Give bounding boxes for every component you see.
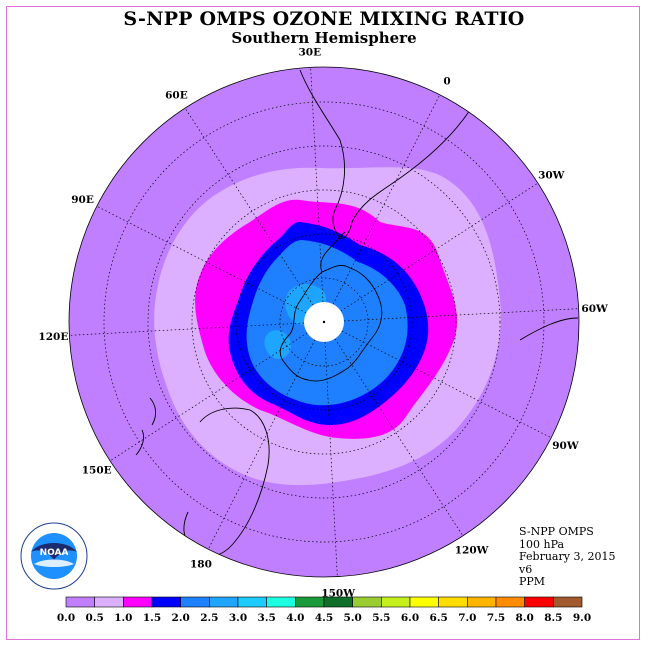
meridian-line [323,94,441,323]
colorbar-tick-label: 5.5 [372,612,390,624]
info-units: PPM [519,575,546,589]
meridian-line [323,321,464,537]
lat-circle [147,145,501,499]
colorbar-swatch [266,596,296,608]
info-date: February 3, 2015 [519,550,616,564]
colorbar-swatch [495,596,525,608]
antarctica-coast [279,265,383,382]
colorbar-swatch [553,596,583,608]
longitude-label: 60W [581,303,608,315]
colorbar-swatch [123,596,153,608]
colorbar-swatch [409,596,439,608]
africa-coast [519,317,579,341]
colorbar-swatch [209,596,239,608]
colorbar-swatch [524,596,554,608]
colorbar-swatch [352,596,382,608]
noaa-logo: NOAA [20,522,88,590]
colorbar-tick-label: 3.5 [258,612,276,624]
longitude-label: 150E [82,465,112,477]
colorbar-swatch [438,596,468,608]
longitude-label: 150W [321,588,355,600]
longitude-label: 180 [190,558,212,570]
meridian-line [323,308,579,323]
colorbar-swatch [94,596,124,608]
map-subtitle: Southern Hemisphere [231,29,417,47]
longitude-labels: 90W 60W 30W 0 30E 60E 90E 120E 150E 180 150W 120W [38,46,608,599]
longitude-label: 30E [299,46,322,58]
meridian-grid [69,67,579,577]
longitude-label: 60E [165,90,188,102]
colorbar-tick-label: 4.0 [286,612,304,624]
colorbar-tick-label: 1.0 [114,612,132,624]
info-block: S-NPP OMPS 100 hPa February 3, 2015 v6 P… [519,525,616,589]
meridian-line [323,182,539,323]
meridian-line [69,321,325,336]
latitude-grid [103,101,545,543]
colorbar-tick-label: 1.5 [143,612,161,624]
meridian-line [184,107,325,323]
info-instrument: S-NPP OMPS [519,525,594,538]
colorbar-swatch [323,596,353,608]
colorbar-tick-label: 8.0 [516,612,534,624]
colorbar-swatch [151,596,181,608]
colorbar-tick-label: 9.0 [573,612,591,624]
colorbar-swatch [467,596,497,608]
new-zealand-coast [135,397,157,456]
longitude-label: 30W [538,169,565,181]
colorbar-tick-label: 6.0 [401,612,419,624]
contour-2-5-b [264,330,291,359]
logo-wave [34,559,74,567]
colorbar-swatch [295,596,325,608]
meridian-line [323,321,552,439]
colorbar-tick-label: 7.0 [458,612,476,624]
colorbar-tick-label: 3.0 [229,612,247,624]
colorbar-swatch [381,596,411,608]
colorbar-tick-label: 2.0 [172,612,190,624]
meridian-line [323,321,338,577]
lat-circle [103,101,545,543]
map-title: S-NPP OMPS OZONE MIXING RATIO [123,8,525,30]
longitude-label: 120E [38,331,68,343]
colorbar-tick-label: 4.5 [315,612,333,624]
info-level: 100 hPa [519,537,565,551]
colorbar-swatch [237,596,267,608]
colorbar-tick-label: 0.5 [86,612,104,624]
colorbar: 0.0 0.5 1.0 1.5 2.0 2.5 3.0 3.5 4.0 4.5 5.0 5.5 6.0 6… [57,596,591,624]
meridian-line [207,321,325,550]
colorbar-tick-label: 6.5 [430,612,448,624]
meridian-line [109,321,325,462]
meridian-line [310,67,325,323]
longitude-label: 120W [455,544,489,556]
south-pole-marker [322,320,326,324]
colorbar-tick-label: 7.5 [487,612,505,624]
lat-circle [191,189,457,455]
logo-text: NOAA [40,548,69,558]
colorbar-tick-label: 2.5 [200,612,218,624]
colorbar-tick-label: 8.5 [544,612,562,624]
coastlines [135,69,579,557]
info-version: v6 [519,562,533,576]
meridian-line [96,205,325,323]
south-america-coast [299,69,471,239]
colorbar-swatch [65,596,95,608]
longitude-label: 90E [71,194,94,206]
logo-bird-shape [31,543,77,560]
antarctic-peninsula-coast [320,231,346,273]
colorbar-tick-label: 0.0 [57,612,75,624]
lat-circle [279,277,369,367]
lat-circle [235,233,413,411]
longitude-label: 90W [552,440,579,452]
longitude-label: 0 [443,76,450,88]
colorbar-swatch [180,596,210,608]
colorbar-tick-label: 5.0 [344,612,362,624]
